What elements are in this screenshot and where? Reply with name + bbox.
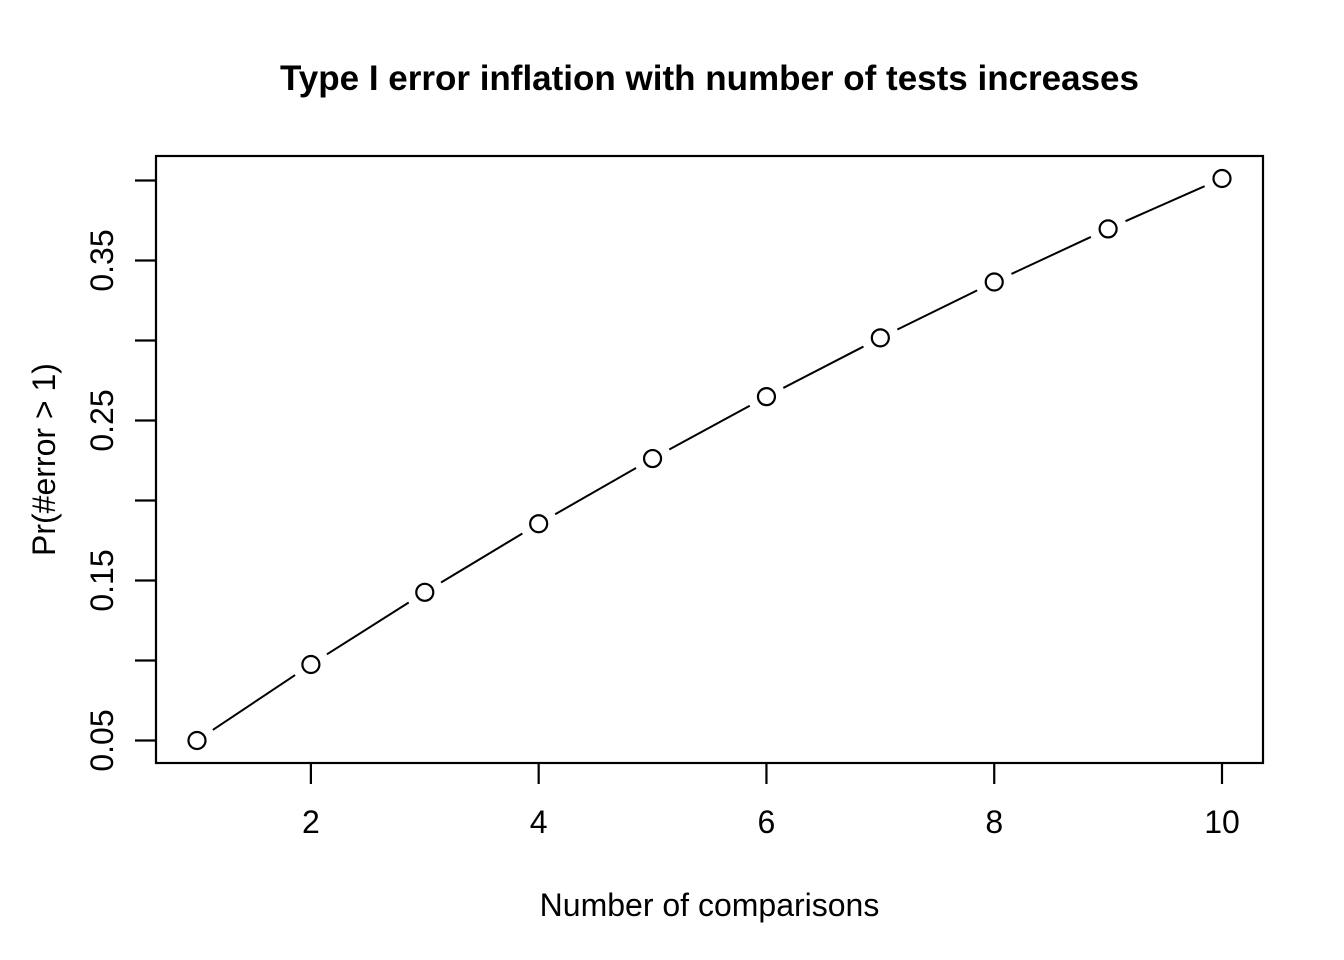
series-segment <box>326 601 410 656</box>
y-tick-label: 0.35 <box>84 229 120 291</box>
x-axis-title: Number of comparisons <box>540 887 880 923</box>
series-segment <box>554 467 637 516</box>
data-point <box>1098 219 1118 239</box>
data-point <box>870 328 890 348</box>
data-point <box>187 730 207 751</box>
data-point <box>756 387 777 407</box>
data-point <box>415 582 435 602</box>
data-point <box>642 448 663 469</box>
y-tick-label: 0.05 <box>84 709 120 771</box>
y-axis-title: Pr(#error > 1) <box>26 363 62 556</box>
x-tick-label: 4 <box>530 804 548 840</box>
plot-area: 2 4 6 8 10 0.05 0.15 0.25 0.35 <box>84 154 1265 840</box>
plot-box <box>154 154 1265 765</box>
series-segment <box>212 674 296 731</box>
data-point <box>984 272 1004 292</box>
series-segment <box>668 404 751 451</box>
y-tick-label: 0.15 <box>84 549 120 611</box>
chart-title: Type I error inflation with number of te… <box>280 59 1139 98</box>
data-point <box>301 654 321 675</box>
series-segment <box>1125 185 1206 223</box>
series-segment <box>896 289 978 331</box>
x-tick-label: 2 <box>302 804 320 840</box>
series-segment <box>440 532 523 584</box>
series-segment <box>1011 236 1092 275</box>
data-point <box>529 514 549 534</box>
x-tick-label: 8 <box>985 804 1003 840</box>
data-point <box>1212 168 1232 189</box>
series-segment <box>782 345 864 389</box>
y-tick-label: 0.25 <box>84 389 120 451</box>
x-tick-label: 10 <box>1204 804 1240 840</box>
x-tick-label: 6 <box>758 804 776 840</box>
